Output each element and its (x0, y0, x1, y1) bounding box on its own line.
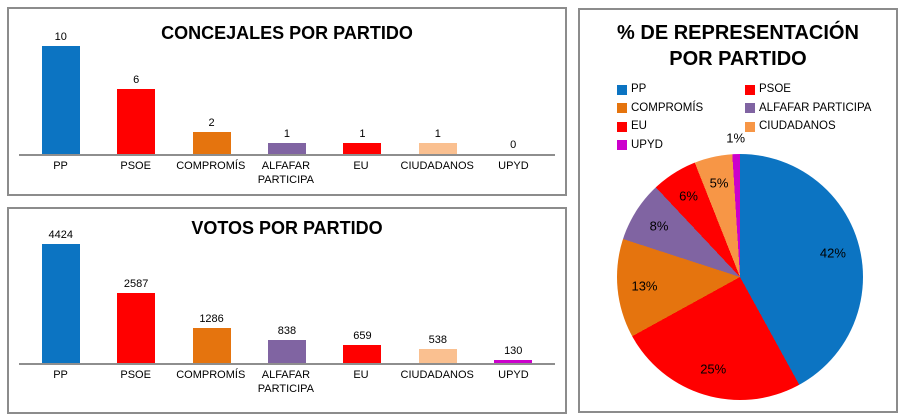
chart-title: VOTOS POR PARTIDO (191, 218, 383, 238)
bars-area: 4424 2587 1286 838 659 538 130 (23, 209, 551, 363)
category-label: ALFAFAR PARTICIPA (257, 369, 314, 396)
legend-swatch (617, 84, 627, 95)
pie-slice-label: 42% (819, 245, 846, 261)
category-label: COMPROMÍS (176, 369, 246, 381)
legend-item: CIUDADANOS (745, 120, 871, 133)
legend-item: ALFAFAR PARTICIPA (745, 101, 872, 115)
bar (117, 293, 156, 363)
bar (418, 143, 457, 154)
pie-slice-label: 5% (709, 175, 729, 191)
pie-slice-label: 13% (631, 278, 658, 294)
bar (418, 349, 457, 363)
bar-value-label: 1 (283, 128, 291, 140)
bar-value-label: 130 (504, 345, 523, 357)
legend-swatch (745, 121, 755, 132)
pie-slice-label: 6% (679, 188, 698, 204)
bar-value-label: 10 (54, 31, 67, 43)
chart-title: % DE REPRESENTACIÓN POR PARTIDO (580, 20, 896, 72)
bar-value-label: 4424 (48, 229, 73, 241)
legend-label: EU (631, 120, 647, 132)
bar (41, 46, 80, 154)
bar-value-label: 1 (434, 128, 441, 140)
bar (117, 89, 156, 154)
legend-label: UPYD (631, 138, 663, 151)
legend-item: UPYD (617, 138, 745, 152)
legend-item: PSOE (745, 83, 871, 96)
bar-column: 0 (476, 9, 551, 154)
bar-column: 10 (23, 9, 98, 154)
bar-column: 659 (325, 209, 400, 363)
category-label: UPYD (498, 369, 529, 381)
legend-label: CIUDADANOS (759, 120, 836, 132)
bar-value-label: 659 (353, 330, 372, 342)
legend-swatch (617, 103, 627, 114)
bar (267, 143, 306, 154)
bar-value-label: 6 (133, 74, 140, 86)
bar (343, 345, 382, 363)
chart-title: CONCEJALES POR PARTIDO (161, 23, 413, 43)
legend-label: COMPROMÍS (631, 101, 704, 114)
bar-column: 4424 (23, 209, 98, 363)
bar-column: 130 (476, 209, 551, 363)
pie-slice-label: 25% (700, 361, 727, 377)
bar-column: 538 (400, 209, 475, 363)
panel-concejales-chart[interactable]: CONCEJALES POR PARTIDO 10 6 2 1 1 1 0 PP PSOE CO… (7, 7, 567, 196)
legend-item: COMPROMÍS (617, 101, 745, 115)
category-label: PP (53, 369, 68, 381)
bar (192, 328, 231, 363)
bar-value-label: 2587 (123, 278, 149, 290)
bar-column: 1 (249, 9, 324, 154)
legend-swatch (745, 103, 755, 114)
panel-votos-chart[interactable]: VOTOS POR PARTIDO 4424 2587 1286 838 659 538 1… (7, 207, 567, 414)
bar-value-label: 1286 (199, 313, 224, 325)
category-label: UPYD (498, 160, 529, 172)
category-label: ALFAFAR PARTICIPA (257, 160, 314, 187)
bar-column: 2 (174, 9, 249, 154)
bar-column: 1 (325, 9, 400, 154)
pie-slice-label: 8% (649, 218, 669, 234)
bar-value-label: 1 (359, 128, 366, 140)
bar (494, 360, 533, 363)
category-label: EU (353, 160, 369, 172)
chart-title-line-2: POR PARTIDO (669, 48, 807, 70)
pie-slice-label: 1% (726, 130, 746, 146)
legend-swatch (745, 84, 755, 95)
bar (343, 143, 382, 154)
bar-column: 838 (249, 209, 324, 363)
bar-value-label: 0 (510, 139, 517, 151)
bar-value-label: 2 (208, 117, 215, 129)
bar-value-label: 838 (277, 325, 297, 337)
bar-column: 1 (400, 9, 475, 154)
category-label: EU (353, 369, 369, 381)
category-label: CIUDADANOS (400, 160, 474, 172)
x-axis-line (19, 363, 555, 365)
legend-item: PP (617, 83, 745, 96)
bar-value-label: 538 (428, 334, 447, 346)
category-label: PSOE (120, 369, 151, 381)
chart-title-line-1: % DE REPRESENTACIÓN (617, 22, 859, 44)
category-label: CIUDADANOS (400, 369, 474, 381)
category-label: PSOE (120, 160, 151, 172)
x-axis-line (19, 154, 555, 156)
legend-swatch (617, 140, 627, 151)
bar (41, 244, 80, 363)
panel-representacion-chart[interactable]: % DE REPRESENTACIÓN POR PARTIDO PP PSOE CO… (578, 8, 898, 413)
bars-area: 10 6 2 1 1 1 0 (23, 9, 551, 154)
legend-item: EU (617, 120, 745, 133)
bar-column: 2587 (98, 209, 173, 363)
bar (267, 340, 306, 363)
legend-label: PP (631, 83, 647, 95)
legend: PP PSOE COMPROMÍS ALFAFAR PARTICIPA EU CIUDAD… (617, 83, 872, 152)
category-label: COMPROMÍS (176, 160, 246, 172)
category-axis-labels: PP PSOE COMPROMÍS ALFAFAR PARTICIPA EU CIUDAD… (23, 368, 551, 397)
pie (617, 154, 863, 400)
legend-label: ALFAFAR PARTICIPA (759, 101, 872, 114)
category-axis-labels: PP PSOE COMPROMÍS ALFAFAR PARTICIPA EU CIUDAD… (23, 159, 551, 188)
category-label: PP (53, 160, 68, 172)
bar-column: 1286 (174, 209, 249, 363)
legend-label: PSOE (759, 83, 791, 95)
bar-column: 6 (98, 9, 173, 154)
bar (192, 132, 231, 154)
legend-swatch (617, 121, 627, 132)
